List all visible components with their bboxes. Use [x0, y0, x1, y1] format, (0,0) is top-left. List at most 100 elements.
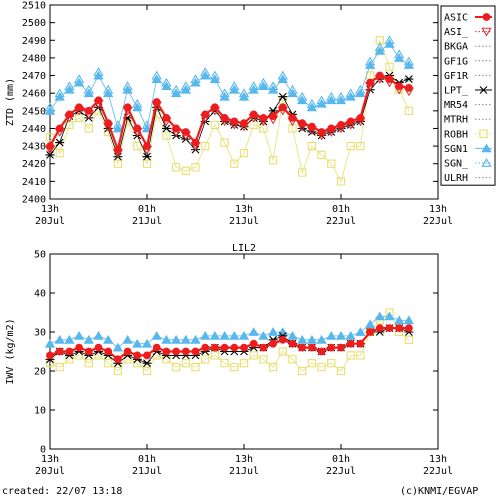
- data-point: [384, 311, 395, 321]
- legend: ASIC ASI_ BKGA GF1G GF1R LPT_ MR54 MTRH ROBH SGN1…: [440, 5, 496, 186]
- y-tick-label: 10: [34, 406, 46, 417]
- data-point: [220, 138, 229, 147]
- data-point: [133, 351, 142, 360]
- data-point: [73, 77, 85, 87]
- data-point: [123, 103, 132, 112]
- data-point: [123, 347, 132, 356]
- data-point: [170, 88, 182, 98]
- data-point: [112, 342, 124, 352]
- data-point: [201, 141, 210, 151]
- data-point: [161, 334, 172, 344]
- data-point: [249, 110, 258, 119]
- data-point: [55, 138, 65, 147]
- data-point: [201, 343, 210, 352]
- data-point: [180, 84, 191, 94]
- data-point: [84, 347, 93, 356]
- y-tick-label: 0: [40, 445, 46, 456]
- data-point: [395, 324, 404, 333]
- data-point: [298, 119, 307, 128]
- data-point: [297, 334, 308, 344]
- data-point: [345, 331, 356, 340]
- x-tick-label-top: 13h: [41, 204, 59, 215]
- x-tick-label-top: 13h: [429, 204, 447, 215]
- data-point: [229, 331, 240, 340]
- legend-label: ASIC: [444, 13, 468, 24]
- legend-symbol: [481, 27, 492, 37]
- legend-item: SGN1: [444, 143, 492, 155]
- series-line: [49, 38, 410, 183]
- data-point: [230, 362, 239, 372]
- x-tick-label-bottom: 22Jul: [326, 216, 356, 227]
- y-tick-label: 2400: [22, 195, 46, 206]
- x-tick-label-bottom: 22Jul: [423, 466, 453, 477]
- data-point: [239, 359, 249, 368]
- data-point: [337, 121, 345, 129]
- data-point: [308, 343, 316, 352]
- data-point: [161, 81, 172, 91]
- legend-label: GF1G: [444, 56, 468, 67]
- y-tick-label: 2490: [22, 36, 46, 47]
- data-point: [94, 96, 103, 105]
- data-point: [211, 343, 219, 352]
- data-point: [210, 120, 220, 130]
- data-point: [219, 331, 230, 340]
- data-point: [75, 103, 83, 112]
- data-point: [93, 70, 104, 80]
- data-point: [191, 163, 200, 172]
- data-point: [356, 141, 365, 151]
- data-point: [220, 359, 229, 368]
- copyright-label: (c)KNMI/EGVAP: [400, 486, 479, 497]
- series-asic: [46, 71, 413, 154]
- x-tick-label-top: 01h: [332, 454, 350, 465]
- data-point: [171, 163, 181, 172]
- legend-item: BKGA: [444, 42, 492, 53]
- data-point: [394, 315, 405, 325]
- data-point: [73, 331, 85, 340]
- data-point: [64, 84, 75, 94]
- data-point: [161, 124, 171, 133]
- legend-label: GF1R: [444, 71, 469, 82]
- data-point: [142, 359, 152, 368]
- data-point: [54, 91, 65, 101]
- data-point: [317, 150, 326, 160]
- data-point: [326, 331, 337, 340]
- data-point: [151, 331, 162, 340]
- legend-label: BKGA: [444, 42, 468, 53]
- data-point: [181, 347, 190, 356]
- data-point: [114, 355, 122, 364]
- data-point: [356, 339, 365, 348]
- legend-item: ROBH: [444, 129, 492, 140]
- x-tick-label-bottom: 21Jul: [229, 466, 259, 477]
- data-point: [287, 88, 298, 98]
- data-point: [162, 131, 171, 140]
- data-point: [306, 102, 318, 112]
- y-axis-label: IWV (kg/m2): [5, 318, 16, 384]
- x-tick-label-bottom: 21Jul: [132, 216, 162, 227]
- data-point: [268, 362, 278, 372]
- x-tick-label-top: 01h: [138, 454, 156, 465]
- data-point: [374, 311, 385, 321]
- y-tick-label: 2510: [22, 1, 46, 12]
- data-point: [151, 74, 162, 83]
- data-point: [258, 81, 269, 91]
- data-point: [317, 347, 326, 356]
- legend-symbol: [479, 86, 488, 94]
- data-point: [191, 138, 200, 147]
- data-point: [336, 366, 346, 376]
- x-tick-label-bottom: 22Jul: [326, 466, 356, 477]
- data-point: [337, 343, 345, 352]
- data-point: [132, 338, 143, 348]
- data-point: [395, 82, 404, 91]
- data-point: [103, 334, 114, 344]
- data-point: [83, 88, 94, 98]
- data-point: [384, 38, 395, 48]
- x-tick-label-top: 13h: [41, 454, 59, 465]
- x-tick-label-top: 13h: [235, 204, 253, 215]
- data-point: [317, 362, 326, 372]
- data-point: [278, 347, 287, 356]
- data-point: [191, 347, 200, 356]
- data-point: [209, 331, 221, 340]
- data-point: [267, 84, 279, 94]
- x-tick-label-top: 13h: [429, 454, 447, 465]
